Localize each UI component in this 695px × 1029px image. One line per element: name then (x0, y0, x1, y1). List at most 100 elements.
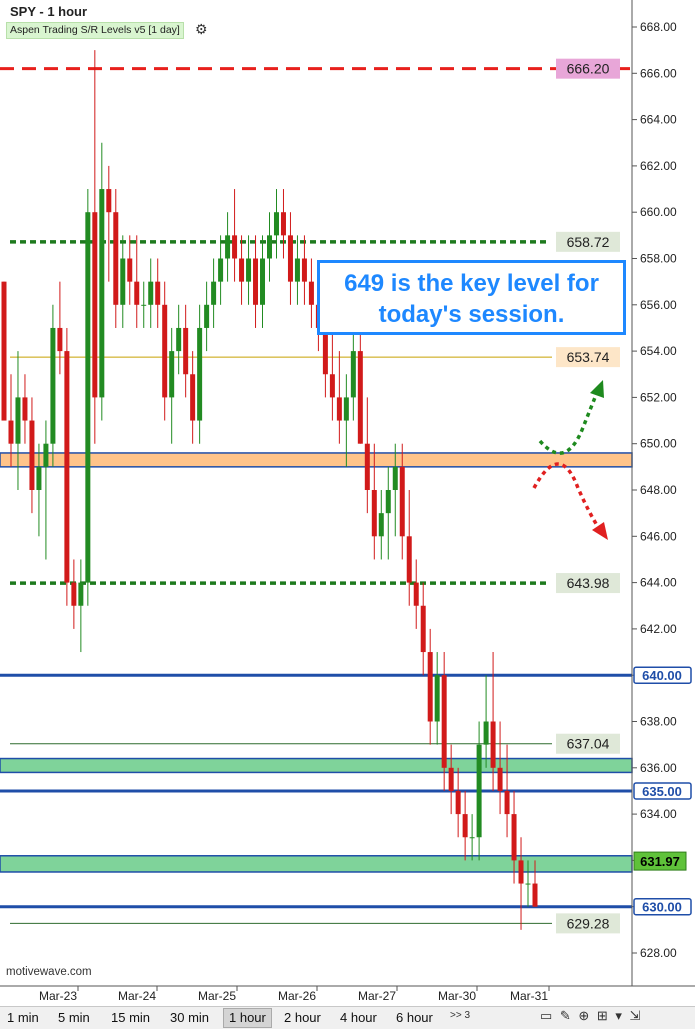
candle-body (22, 397, 28, 421)
y-tick-label: 654.00 (640, 344, 677, 358)
candle-body (8, 420, 14, 444)
candle-body (267, 235, 272, 259)
y-tick-label: 628.00 (640, 946, 677, 960)
candle-body (455, 790, 461, 815)
candle-body (1, 281, 7, 421)
watermark: motivewave.com (6, 966, 92, 978)
axis-level-tag-text: 640.00 (642, 668, 682, 683)
y-tick-label: 664.00 (640, 113, 677, 127)
candle-body (204, 304, 210, 328)
candle-body (113, 212, 119, 305)
more-timeframes-button[interactable]: >> 3 (450, 1010, 471, 1021)
tf-1min[interactable]: 1 min (7, 1010, 39, 1025)
axis-level-tag (633, 897, 692, 916)
candle-body (525, 883, 531, 885)
level-label: 637.04 (567, 736, 610, 752)
sr-zone (0, 757, 633, 774)
candle-body (280, 212, 286, 236)
candle-body (364, 443, 370, 490)
candle-body (287, 235, 293, 282)
levels-layer: 666.20 658.72 653.74 643.98 637.04 629.28 (0, 58, 632, 934)
candle-body (57, 327, 63, 352)
candle-body (190, 374, 196, 421)
level-label-bg (556, 231, 620, 252)
level-label-bg (556, 913, 620, 934)
x-tick-label: Mar-27 (358, 989, 396, 1003)
candle-body (183, 327, 189, 375)
y-tick-label: 646.00 (640, 529, 677, 543)
y-tick-label: 666.00 (640, 66, 677, 80)
x-tick-label: Mar-30 (438, 989, 476, 1003)
annotation-callout: 649 is the key level for today's session… (317, 260, 626, 335)
axis-level-tag (633, 782, 692, 800)
y-tick-label: 636.00 (640, 761, 677, 775)
tf-15min[interactable]: 15 min (111, 1010, 151, 1025)
callout-line-1: 649 is the key level for (344, 270, 599, 297)
y-tick-label: 668.00 (640, 20, 677, 34)
toolbar-icons[interactable]: ▭ ✎ ⊕ ⊞ ▾ ⇲ (540, 1008, 643, 1023)
level-label-bg (556, 347, 620, 368)
y-tick-label: 660.00 (640, 205, 677, 219)
gear-icon[interactable]: ⚙ (195, 21, 208, 37)
candle-body (148, 281, 154, 305)
axis-level-tag-text: 635.00 (642, 784, 682, 799)
x-tick-label: Mar-24 (118, 989, 156, 1003)
candle-body (211, 281, 217, 305)
candle-body (532, 883, 538, 907)
candle-body (308, 281, 314, 305)
candle-body (239, 258, 245, 282)
y-tick-label: 656.00 (640, 298, 677, 312)
candle-body (106, 189, 112, 213)
candle-body (273, 212, 279, 236)
candle-body (127, 258, 133, 282)
tf-2hour[interactable]: 2 hour (284, 1010, 321, 1025)
tf-5min[interactable]: 5 min (58, 1010, 90, 1025)
candle-body (406, 536, 412, 583)
candle-body (71, 582, 77, 606)
candle-body (50, 327, 56, 444)
candle-body (162, 304, 168, 398)
candle-body (399, 466, 405, 537)
sr-zone (0, 452, 633, 468)
candle-body (85, 212, 91, 583)
candle-body (29, 420, 35, 490)
level-label: 629.28 (567, 915, 610, 931)
candle-body (420, 605, 426, 653)
bearish-arrow (532, 462, 602, 531)
level-label: 666.20 (567, 61, 610, 77)
tf-30min[interactable]: 30 min (170, 1010, 210, 1025)
candle-body (246, 258, 252, 282)
candles-layer (1, 50, 538, 930)
candle-body (350, 351, 356, 398)
level-label-bg (556, 573, 620, 594)
sr-zone (0, 855, 633, 873)
tf-1hour[interactable]: 1 hour (223, 1008, 272, 1028)
candle-body (64, 351, 70, 583)
candle-body (260, 258, 266, 305)
candle-body (176, 327, 182, 352)
candle-body (322, 327, 328, 375)
x-tick-label: Mar-31 (510, 989, 548, 1003)
study-label[interactable]: Aspen Trading S/R Levels v5 [1 day] (6, 22, 184, 39)
bullish-arrowhead (590, 380, 604, 398)
tf-6hour[interactable]: 6 hour (396, 1010, 433, 1025)
bearish-arrowhead (592, 522, 608, 540)
y-tick-label: 648.00 (640, 483, 677, 497)
level-label: 643.98 (567, 575, 610, 591)
candle-body (511, 814, 517, 861)
level-label-bg (556, 733, 620, 754)
candle-body (43, 443, 49, 467)
candle-body (232, 235, 238, 259)
time-axis: Mar-23 Mar-24 Mar-25 Mar-26 Mar-27 Mar-30 Mar-… (39, 986, 550, 1003)
last-price-text: 631.97 (640, 854, 680, 869)
x-tick-label: Mar-23 (39, 989, 77, 1003)
callout-line-2: today's session. (378, 301, 565, 328)
candle-body (155, 281, 161, 305)
y-tick-label: 662.00 (640, 159, 677, 173)
candle-body (120, 258, 126, 305)
tf-4hour[interactable]: 4 hour (340, 1010, 377, 1025)
candle-body (469, 837, 475, 839)
candle-body (490, 721, 496, 768)
candle-body (434, 675, 440, 722)
